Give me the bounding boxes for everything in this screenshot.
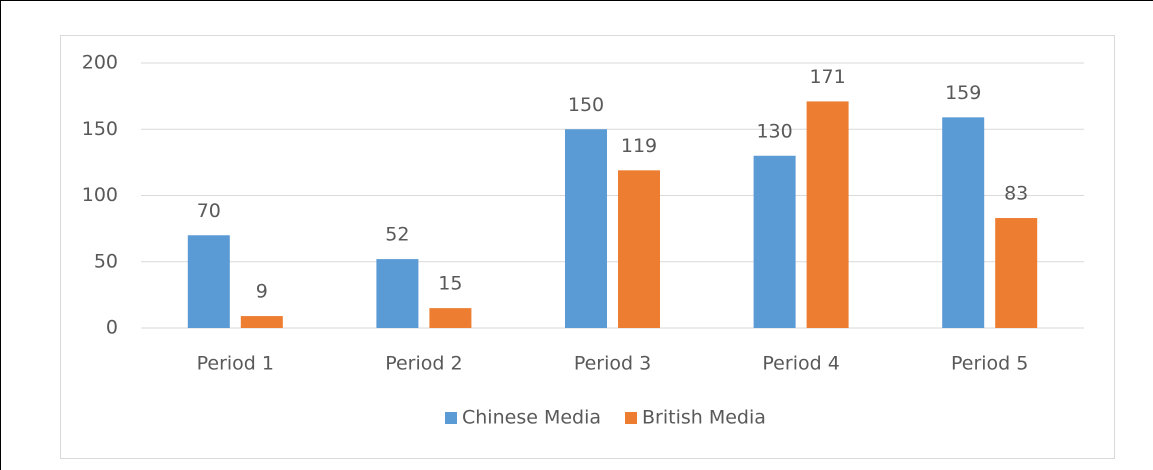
data-label: 70 bbox=[197, 200, 221, 222]
bar bbox=[429, 308, 472, 328]
bar bbox=[618, 170, 660, 328]
data-label: 130 bbox=[756, 120, 792, 142]
x-tick-label: Period 5 bbox=[951, 353, 1028, 375]
y-tick-label: 100 bbox=[82, 184, 118, 206]
data-label: 83 bbox=[1004, 183, 1028, 205]
bar bbox=[187, 235, 230, 328]
legend-label: Chinese Media bbox=[462, 407, 601, 429]
bar bbox=[942, 117, 985, 328]
bar bbox=[376, 259, 419, 328]
bar bbox=[995, 218, 1038, 328]
bar bbox=[240, 316, 283, 328]
data-label: 119 bbox=[621, 135, 657, 157]
bar bbox=[806, 101, 849, 328]
x-tick-label: Period 4 bbox=[762, 353, 839, 375]
data-label: 150 bbox=[568, 94, 604, 116]
bar bbox=[753, 155, 796, 328]
y-tick-label: 0 bbox=[106, 317, 118, 339]
data-label: 15 bbox=[438, 273, 462, 295]
y-tick-label: 200 bbox=[82, 52, 118, 74]
bar bbox=[565, 129, 607, 328]
x-tick-label: Period 1 bbox=[197, 353, 274, 375]
data-label: 52 bbox=[385, 224, 409, 246]
legend-swatch bbox=[625, 412, 637, 424]
data-label: 159 bbox=[945, 82, 981, 104]
legend-swatch bbox=[445, 412, 457, 424]
data-label: 9 bbox=[256, 281, 268, 303]
x-tick-label: Period 3 bbox=[574, 353, 651, 375]
data-label: 171 bbox=[809, 66, 845, 88]
legend-label: British Media bbox=[642, 407, 766, 429]
y-tick-label: 50 bbox=[94, 250, 118, 272]
x-tick-label: Period 2 bbox=[385, 353, 462, 375]
y-tick-label: 150 bbox=[82, 118, 118, 140]
